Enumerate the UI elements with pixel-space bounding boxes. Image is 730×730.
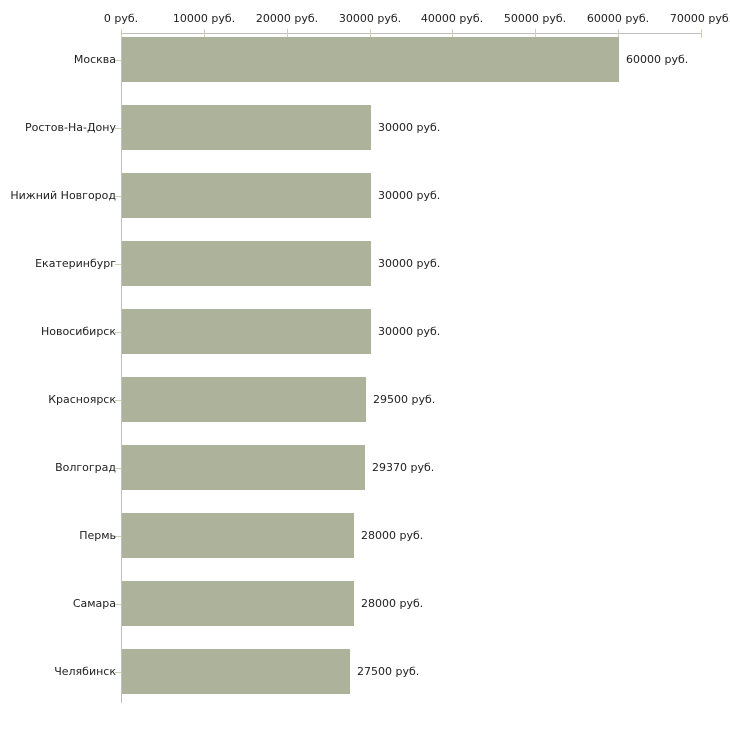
category-label: Пермь [79,529,116,542]
bar-3 [122,173,371,218]
bar-5 [122,309,371,354]
bar-10 [122,649,350,694]
category-label: Челябинск [54,665,116,678]
x-axis-line [121,33,702,34]
x-axis-tick-label: 0 руб. [103,12,139,25]
value-label: 29370 руб. [372,461,435,474]
value-label: 28000 руб. [361,529,424,542]
y-axis-tick [115,332,121,333]
category-label: Екатеринбург [35,257,116,270]
y-axis-tick [115,468,121,469]
y-axis-tick [115,60,121,61]
category-label: Москва [73,53,116,66]
value-label: 30000 руб. [378,189,441,202]
y-axis-tick [115,604,121,605]
y-axis-tick [115,400,121,401]
bar-8 [122,513,354,558]
bar-6 [122,377,366,422]
category-label: Новосибирск [40,325,116,338]
x-axis-tick [535,29,536,38]
x-axis-tick-label: 40000 руб. [420,12,484,25]
y-axis-tick [115,128,121,129]
bar-4 [122,241,371,286]
category-label: Самара [72,597,116,610]
category-label: Волгоград [55,461,116,474]
value-label: 29500 руб. [373,393,436,406]
bar-2 [122,105,371,150]
x-axis-tick [204,29,205,38]
x-axis-tick-label: 30000 руб. [338,12,402,25]
value-label: 30000 руб. [378,257,441,270]
x-axis-tick-label: 10000 руб. [172,12,236,25]
x-axis-tick-label: 60000 руб. [586,12,650,25]
value-label: 28000 руб. [361,597,424,610]
value-label: 60000 руб. [626,53,689,66]
x-axis-tick-label: 50000 руб. [503,12,567,25]
x-axis-tick [618,29,619,38]
category-label: Нижний Новгород [10,189,116,202]
x-axis-tick [370,29,371,38]
y-axis-tick [115,536,121,537]
value-label: 30000 руб. [378,121,441,134]
x-axis-tick [701,29,702,38]
value-label: 30000 руб. [378,325,441,338]
x-axis-tick-label: 20000 руб. [255,12,319,25]
y-axis-tick [115,672,121,673]
x-axis-tick [121,29,122,38]
bar-1 [122,37,619,82]
bar-9 [122,581,354,626]
bar-7 [122,445,365,490]
value-label: 27500 руб. [357,665,420,678]
y-axis-tick [115,196,121,197]
y-axis-line [121,33,122,703]
x-axis-tick-label: 70000 руб. [669,12,730,25]
x-axis-tick [452,29,453,38]
category-label: Красноярск [48,393,116,406]
category-label: Ростов-На-Дону [24,121,116,134]
y-axis-tick [115,264,121,265]
x-axis-tick [287,29,288,38]
